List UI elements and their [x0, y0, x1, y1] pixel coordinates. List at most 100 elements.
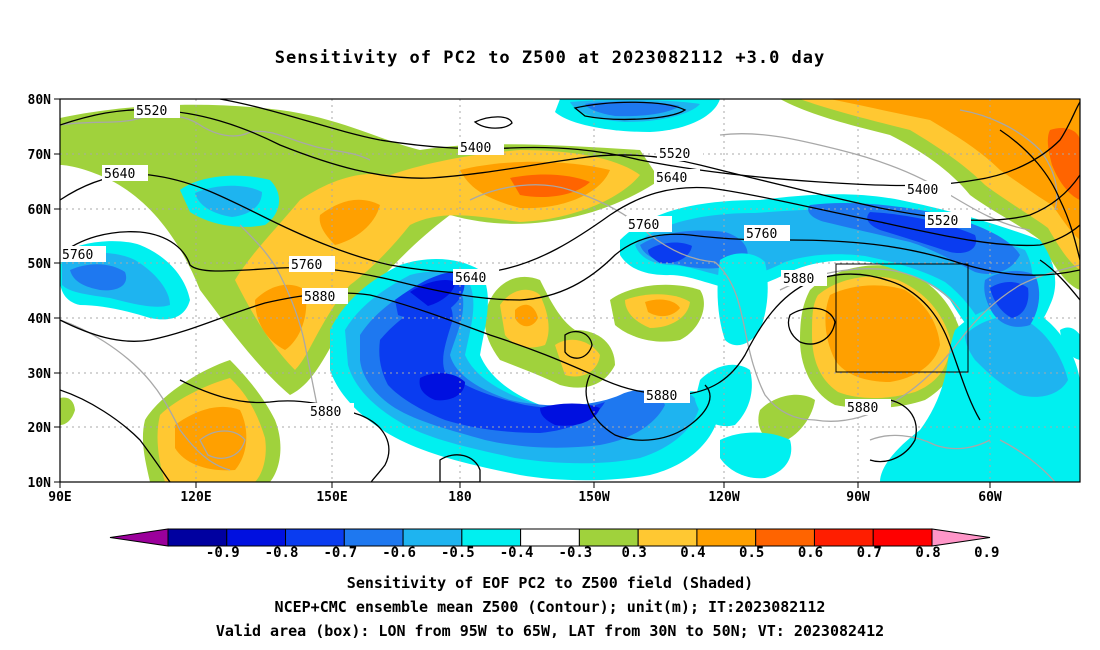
- contour-5640: [60, 173, 1080, 274]
- colorbar-swatch: [285, 528, 345, 547]
- colorbar-label: -0.8: [265, 545, 299, 561]
- contour-label: 5880: [308, 403, 354, 420]
- colorbar-label: -0.3: [559, 545, 593, 561]
- contour-label: 5880: [845, 399, 891, 416]
- lat-label: 40N: [28, 312, 52, 327]
- svg-text:5760: 5760: [62, 248, 93, 263]
- svg-text:5760: 5760: [628, 218, 659, 233]
- colorbar-label: 0.8: [915, 545, 940, 561]
- svg-text:5520: 5520: [136, 104, 167, 119]
- contour-label: 5520: [657, 145, 703, 162]
- svg-text:5880: 5880: [646, 389, 677, 404]
- colorbar-label: -0.5: [441, 545, 475, 561]
- contour-5880-south: [179, 379, 390, 482]
- colorbar-label: 0.4: [680, 545, 705, 561]
- shaded-sensitivity-field: [60, 99, 1080, 482]
- colorbar-label: -0.6: [382, 545, 416, 561]
- tick-marks: [54, 98, 991, 488]
- contour-5880-mid: [585, 374, 711, 441]
- colorbar-arrow-high: [931, 528, 991, 547]
- positive-region-west-pacific: [60, 360, 281, 482]
- svg-text:5760: 5760: [746, 227, 777, 242]
- longitude-labels: 90E 120E 150E 180 150W 120W 90W 60W: [48, 490, 1002, 505]
- colorbar-swatch: [637, 528, 698, 547]
- valid-area-box: [835, 263, 969, 373]
- lat-label: 30N: [28, 367, 52, 382]
- colorbar-swatch: [755, 528, 815, 547]
- caption-line-2: NCEP+CMC ensemble mean Z500 (Contour); u…: [274, 598, 826, 616]
- lat-label: 70N: [28, 148, 52, 163]
- lon-label: 120W: [708, 490, 739, 505]
- lat-label: 20N: [28, 421, 52, 436]
- colorbar-label: -0.7: [323, 545, 357, 561]
- contour-label: 5400: [905, 181, 951, 198]
- coastlines: [60, 109, 1080, 482]
- contour-label: 5520: [134, 102, 180, 119]
- lon-label: 120E: [180, 490, 211, 505]
- contour-label: 5640: [453, 269, 499, 286]
- colorbar: -0.9 -0.8 -0.7 -0.6 -0.5 -0.4 -0.3 0.3 0.4 0.5 0.6…: [109, 528, 999, 561]
- colorbar-label: -0.4: [500, 545, 534, 561]
- lat-label: 50N: [28, 257, 52, 272]
- colorbar-label: -0.9: [206, 545, 240, 561]
- svg-text:5400: 5400: [460, 141, 491, 156]
- lat-label: 80N: [28, 93, 52, 108]
- svg-text:5880: 5880: [304, 290, 335, 305]
- colorbar-label: 0.5: [739, 545, 764, 561]
- colorbar-label: 0.6: [798, 545, 823, 561]
- lon-label: 90E: [48, 490, 71, 505]
- colorbar-swatch: [520, 528, 580, 547]
- svg-text:5880: 5880: [847, 401, 878, 416]
- contour-label: 5760: [60, 246, 106, 263]
- svg-text:5880: 5880: [783, 272, 814, 287]
- colorbar-swatch: [578, 528, 639, 547]
- contour-labels: 5520 5400 5520 5640 5640 5400 5520 5760 …: [60, 102, 971, 420]
- svg-text:5640: 5640: [104, 167, 135, 182]
- lon-label: 60W: [978, 490, 1002, 505]
- negative-region-tropical-pacific: [695, 364, 792, 479]
- map-title: Sensitivity of PC2 to Z500 at 2023082112…: [274, 48, 826, 68]
- lat-label: 10N: [28, 476, 52, 491]
- contour-label: 5400: [458, 139, 504, 156]
- svg-text:5640: 5640: [656, 171, 687, 186]
- svg-text:5880: 5880: [310, 405, 341, 420]
- svg-text:5640: 5640: [455, 271, 486, 286]
- contour-label: 5760: [626, 216, 672, 233]
- contour-5400: [219, 99, 1080, 187]
- svg-text:5520: 5520: [927, 214, 958, 229]
- lon-label: 90W: [846, 490, 870, 505]
- colorbar-arrow-low: [109, 528, 169, 547]
- contour-5760: [60, 231, 1080, 301]
- caption-line-1: Sensitivity of EOF PC2 to Z500 field (Sh…: [346, 574, 754, 592]
- colorbar-label: 0.3: [622, 545, 647, 561]
- contour-label: 5640: [102, 165, 148, 182]
- contour-label: 5640: [654, 169, 700, 186]
- caption-line-3: Valid area (box): LON from 95W to 65W, L…: [215, 622, 885, 640]
- colorbar-swatch: [461, 528, 522, 547]
- svg-text:5400: 5400: [907, 183, 938, 198]
- lon-label: 150E: [316, 490, 347, 505]
- svg-text:5760: 5760: [291, 258, 322, 273]
- latitude-labels: 80N 70N 60N 50N 40N 30N 20N 10N: [28, 93, 52, 491]
- contour-5880: [60, 273, 981, 421]
- colorbar-swatch: [226, 528, 287, 547]
- positive-region-northeast: [780, 99, 1080, 290]
- contour-label: 5520: [925, 212, 971, 229]
- colorbar-label: 0.9: [974, 545, 999, 561]
- svg-text:5520: 5520: [659, 147, 690, 162]
- positive-region-eastern-us: [758, 265, 961, 445]
- lon-label: 150W: [578, 490, 609, 505]
- contour-label: 5760: [744, 225, 790, 242]
- colorbar-swatch: [872, 528, 933, 547]
- contour-label: 5880: [644, 387, 690, 404]
- lat-label: 60N: [28, 203, 52, 218]
- colorbar-swatch: [343, 528, 404, 547]
- z500-contours: [60, 99, 1080, 482]
- contour-label: 5760: [289, 256, 335, 273]
- colorbar-label: 0.7: [857, 545, 882, 561]
- contour-label: 5880: [302, 288, 348, 305]
- colorbar-swatch: [813, 528, 874, 547]
- colorbar-swatch: [167, 528, 228, 547]
- colorbar-swatch: [402, 528, 463, 547]
